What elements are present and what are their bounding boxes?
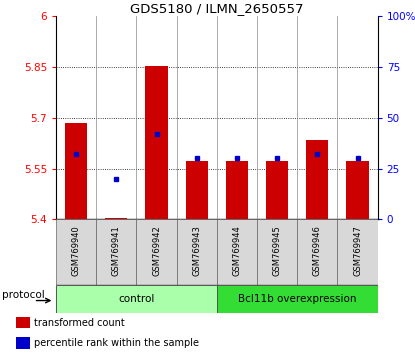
Bar <box>56 219 96 285</box>
Bar <box>266 161 288 219</box>
Bar <box>96 219 137 285</box>
Bar <box>347 161 369 219</box>
Text: percentile rank within the sample: percentile rank within the sample <box>34 338 199 348</box>
Bar <box>217 219 257 285</box>
Bar <box>65 123 87 219</box>
Bar <box>16 317 30 329</box>
Bar <box>217 285 378 313</box>
Bar <box>177 219 217 285</box>
Text: GSM769944: GSM769944 <box>232 225 242 276</box>
Bar <box>16 337 30 349</box>
Bar <box>186 161 208 219</box>
Bar <box>297 219 337 285</box>
Text: protocol: protocol <box>2 290 45 300</box>
Text: GSM769940: GSM769940 <box>72 225 81 276</box>
Text: control: control <box>118 294 155 304</box>
Bar <box>257 219 297 285</box>
Text: Bcl11b overexpression: Bcl11b overexpression <box>238 294 356 304</box>
Bar <box>146 66 168 219</box>
Text: GSM769945: GSM769945 <box>273 225 282 276</box>
Text: GSM769947: GSM769947 <box>353 225 362 276</box>
Bar <box>56 285 217 313</box>
Title: GDS5180 / ILMN_2650557: GDS5180 / ILMN_2650557 <box>130 2 304 15</box>
Text: GSM769943: GSM769943 <box>192 225 201 276</box>
Bar <box>337 219 378 285</box>
Bar <box>137 219 177 285</box>
Bar <box>105 218 127 219</box>
Text: GSM769942: GSM769942 <box>152 225 161 276</box>
Bar <box>226 161 248 219</box>
Text: GSM769941: GSM769941 <box>112 225 121 276</box>
Text: transformed count: transformed count <box>34 318 125 328</box>
Text: GSM769946: GSM769946 <box>313 225 322 276</box>
Bar <box>306 141 328 219</box>
